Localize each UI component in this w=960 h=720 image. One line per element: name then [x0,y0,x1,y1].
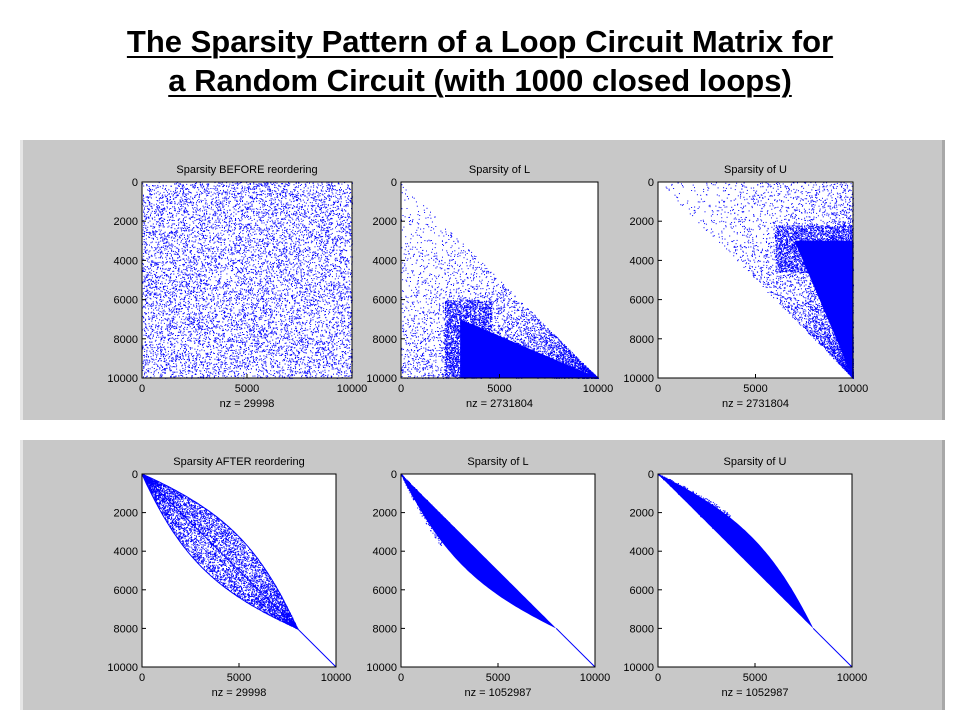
y-tick-label: 2000 [373,216,397,228]
x-tick-label: 0 [398,672,404,684]
y-tick-label: 2000 [114,508,138,520]
dense-region [460,319,598,378]
y-tick-label: 10000 [107,662,138,674]
y-tick-label: 6000 [373,295,397,307]
x-tick-label: 10000 [337,383,368,395]
sparsity-points [142,182,353,379]
x-tick-label: 10000 [580,672,611,684]
x-tick-label: 10000 [583,383,614,395]
y-tick-label: 10000 [623,373,654,385]
y-tick-label: 4000 [114,255,138,267]
x-tick-label: 5000 [743,672,767,684]
band-edge [141,473,298,629]
y-tick-label: 10000 [107,373,138,385]
y-tick-label: 10000 [366,373,397,385]
nz-label: nz = 1052987 [465,687,532,699]
subplot-4: Sparsity AFTER reordering 0 2000 4000 6000 80… [107,456,351,699]
x-tick-label: 0 [139,383,145,395]
y-tick-label: 6000 [373,585,397,597]
sparsity-points [142,474,299,630]
y-tick-label: 2000 [630,216,654,228]
y-tick-label: 0 [391,469,397,481]
y-tick-label: 0 [132,177,138,189]
panel-edge [20,140,23,420]
x-tick-label: 5000 [487,383,511,395]
x-tick-label: 10000 [837,672,868,684]
x-tick-label: 0 [398,383,404,395]
y-tick-label: 0 [648,177,654,189]
diagonal-band [141,473,337,668]
x-tick-label: 5000 [743,383,767,395]
x-tick-label: 0 [655,672,661,684]
y-tick-label: 4000 [630,255,654,267]
y-tick-label: 6000 [630,295,654,307]
x-tick-label: 5000 [235,383,259,395]
nz-label: nz = 1052987 [722,687,789,699]
x-tick-label: 0 [139,672,145,684]
subplot-title: Sparsity of U [724,456,787,468]
y-tick-label: 2000 [373,508,397,520]
nz-label: nz = 29998 [220,398,275,410]
y-tick-label: 6000 [114,295,138,307]
subplot-title: Sparsity AFTER reordering [173,456,304,468]
x-tick-label: 5000 [486,672,510,684]
y-tick-label: 8000 [630,623,654,635]
y-tick-label: 8000 [373,334,397,346]
y-tick-label: 0 [391,177,397,189]
x-tick-label: 10000 [838,383,869,395]
panel-edge [20,440,23,710]
diagonal-band [555,628,596,668]
nz-label: nz = 29998 [212,687,267,699]
slide-title: The Sparsity Pattern of a Loop Circuit M… [0,22,960,100]
y-tick-label: 4000 [373,255,397,267]
y-tick-label: 6000 [114,585,138,597]
nz-label: nz = 2731804 [722,398,789,410]
band-edge [141,473,298,629]
x-tick-label: 10000 [321,672,352,684]
diagonal-band [812,628,853,668]
y-tick-label: 2000 [630,508,654,520]
y-tick-label: 8000 [114,623,138,635]
y-tick-label: 0 [132,469,138,481]
dense-region [794,240,853,378]
nz-label: nz = 2731804 [466,398,533,410]
subplot-title: Sparsity BEFORE reordering [176,164,317,176]
y-tick-label: 10000 [366,662,397,674]
y-tick-label: 4000 [630,546,654,558]
y-tick-label: 8000 [630,334,654,346]
slide-title-line2: a Random Circuit (with 1000 closed loops… [0,61,960,100]
y-tick-label: 6000 [630,585,654,597]
y-tick-label: 8000 [373,623,397,635]
y-tick-label: 0 [648,469,654,481]
x-tick-label: 5000 [227,672,251,684]
y-tick-label: 4000 [373,546,397,558]
y-tick-label: 10000 [623,662,654,674]
subplot-title: Sparsity of U [724,164,787,176]
dense-region [658,474,814,629]
x-tick-label: 0 [655,383,661,395]
y-tick-label: 2000 [114,216,138,228]
slide-title-line1: The Sparsity Pattern of a Loop Circuit M… [0,22,960,61]
subplot-title: Sparsity of L [467,456,528,468]
dense-region [401,474,557,629]
y-tick-label: 4000 [114,546,138,558]
y-tick-label: 8000 [114,334,138,346]
subplot-1: Sparsity BEFORE reordering 0 2000 4000 6000 8… [107,164,367,410]
subplot-title: Sparsity of L [469,164,530,176]
